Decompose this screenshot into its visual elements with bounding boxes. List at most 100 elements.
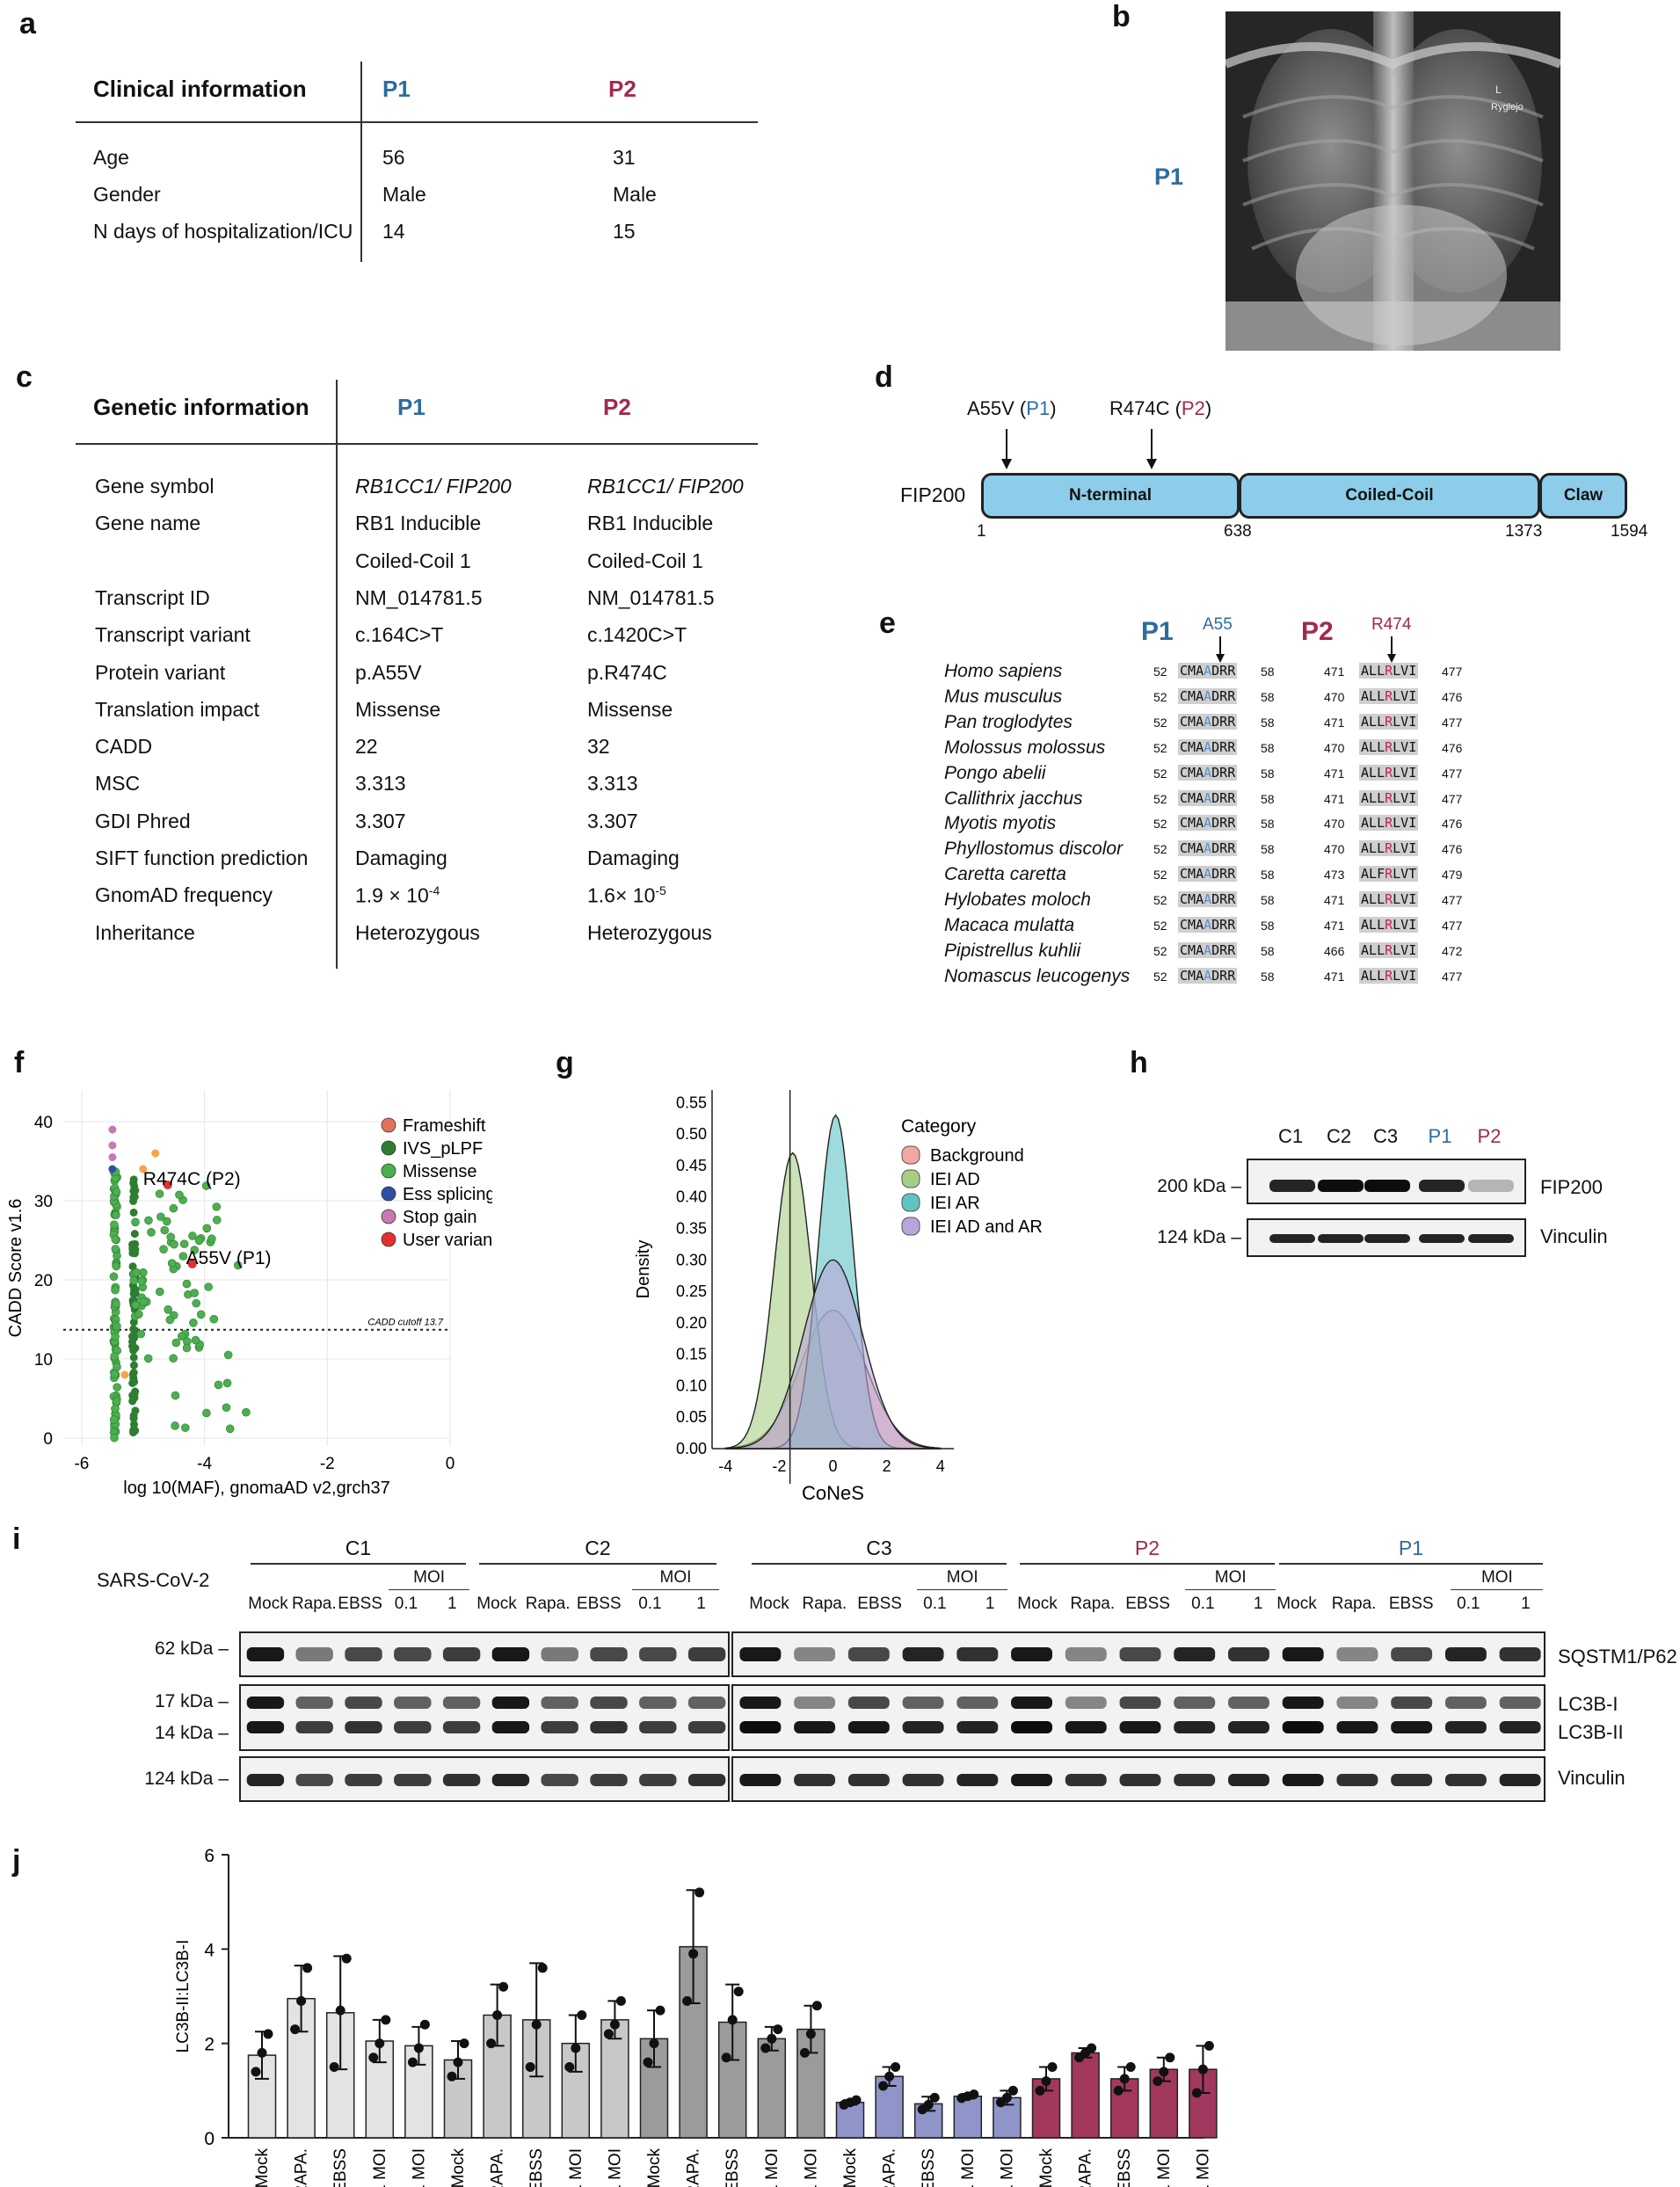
blot-i-lc3b-i-band <box>442 1697 481 1709</box>
genetic-row-p1-value: 22 <box>355 735 378 759</box>
j-data-point <box>649 2038 659 2049</box>
j-data-point <box>923 2099 934 2110</box>
blot-i-moi-underline <box>1185 1589 1276 1590</box>
blot-i-lc3b-i-band <box>246 1697 285 1709</box>
f-point <box>182 1279 192 1289</box>
species-name: Hylobates moloch <box>944 890 1091 911</box>
seq1-residue: R <box>1227 764 1236 781</box>
clinical-divider-h <box>76 121 758 123</box>
blot-i-vinculin-band <box>394 1774 432 1786</box>
seq2-end: 476 <box>1442 740 1463 755</box>
seq1-residue: M <box>1188 687 1196 704</box>
f-y-tick-label: 40 <box>34 1114 53 1132</box>
j-data-point <box>727 2015 738 2025</box>
blot-i-moi-label: MOI <box>659 1568 692 1587</box>
g-y-tick-label: 0.45 <box>676 1157 707 1174</box>
blot-i-moi-label: MOI <box>1480 1568 1513 1587</box>
j-category-label: 0.1 MOI <box>371 2148 389 2187</box>
seq2-residue: L <box>1393 738 1401 755</box>
f-legend-label: Missense <box>403 1162 476 1181</box>
f-legend-label: User variant <box>403 1231 492 1250</box>
j-category-label: EBSS <box>1116 2148 1134 2187</box>
genetic-row-p2-value: 3.307 <box>587 810 638 833</box>
j-data-point <box>688 1949 699 1959</box>
f-point <box>178 1252 188 1261</box>
blot-i-lane-label: Rapa. <box>1331 1595 1377 1613</box>
j-data-point <box>1047 2062 1058 2072</box>
g-legend-label: Background <box>930 1146 1024 1166</box>
blot-i-lc3b-ii-band <box>1174 1721 1216 1733</box>
f-point <box>190 1246 200 1254</box>
seq1-residue: C <box>1180 687 1189 704</box>
j-data-point <box>773 2024 783 2035</box>
g-y-tick-label: 0.40 <box>676 1188 707 1206</box>
alignment-p1-label: P1 <box>1141 617 1174 646</box>
f-point <box>233 1261 243 1270</box>
blot-i-lc3b-ii-band <box>687 1721 726 1733</box>
j-data-point <box>615 1995 626 2006</box>
seq2-residue: L <box>1369 815 1378 832</box>
j-category-label: 1 MOI <box>1194 2148 1212 2187</box>
seq2-residue: L <box>1393 687 1401 704</box>
j-category-label: Mock <box>253 2148 272 2187</box>
blot-i-lc3b-ii-band <box>1011 1721 1052 1733</box>
blot-i-target-vinculin: Vinculin <box>1558 1767 1625 1789</box>
f-point <box>156 1212 165 1222</box>
genetic-row-p2-value: Coiled-Coil 1 <box>587 549 703 573</box>
j-data-point <box>525 2062 535 2072</box>
f-point <box>130 1230 139 1239</box>
blot-i-lane-label: Mock <box>476 1595 517 1613</box>
seq2-end: 476 <box>1442 689 1463 704</box>
seq2-residue: V <box>1400 713 1409 730</box>
seq2-residue: V <box>1400 789 1409 806</box>
seq2-residue: L <box>1369 663 1378 679</box>
clinical-row-p2-value: 15 <box>613 220 636 243</box>
f-point <box>147 1228 156 1237</box>
blot-i-lc3b-i-band <box>639 1697 677 1709</box>
j-data-point <box>381 2015 391 2025</box>
blot-i-group-underline <box>1279 1563 1543 1565</box>
seq1-residue: R <box>1219 663 1228 679</box>
seq1-start: 52 <box>1153 969 1167 984</box>
f-point <box>182 1343 192 1353</box>
cadd-scatter-chart: -6 -4 -2 0 0 10 20 30 40 log 10(MAF), gnomaAD v2,… <box>6 1090 492 1498</box>
seq2-residue: L <box>1377 663 1385 679</box>
seq1-residue: C <box>1180 764 1189 781</box>
genetic-p2-header: P2 <box>603 394 631 420</box>
j-category-label: EBSS <box>527 2148 546 2187</box>
f-point <box>194 1236 204 1246</box>
f-point <box>170 1239 178 1249</box>
blot-h-fip200-band-strip <box>1247 1159 1526 1204</box>
seq1-start: 52 <box>1153 766 1167 781</box>
blot-i-vinculin-band <box>1174 1774 1216 1786</box>
seq1-end: 58 <box>1261 791 1275 806</box>
seq2-residue: L <box>1377 687 1385 704</box>
seq1-residue: A <box>1204 815 1212 832</box>
j-data-point <box>419 2019 430 2030</box>
blot-i-lc3b-ii-band <box>442 1721 481 1733</box>
j-category-label: 1 MOI <box>410 2148 428 2187</box>
seq2-residue: A <box>1361 891 1370 908</box>
j-data-point <box>603 2029 614 2039</box>
j-data-point <box>799 2047 810 2058</box>
seq1-residue: A <box>1196 941 1204 958</box>
g-legend-swatch <box>901 1193 920 1212</box>
seq2-motif: ALLRLVI <box>1359 941 1419 958</box>
j-data-point <box>486 2038 497 2049</box>
seq1-residue: C <box>1180 713 1189 730</box>
blot-i-lc3b-i-band <box>1444 1697 1487 1709</box>
seq1-residue: M <box>1188 738 1196 755</box>
seq1-residue: A <box>1196 967 1204 984</box>
f-point <box>112 1261 121 1271</box>
f-point <box>129 1275 139 1285</box>
blot-i-p62-strip-right <box>731 1631 1545 1677</box>
genetic-row-p2-value: Missense <box>587 698 673 722</box>
seq2-residue: L <box>1377 941 1385 958</box>
j-category-label: Mock <box>449 2148 468 2187</box>
blot-i-vinculin-band <box>902 1774 944 1786</box>
seq1-residue: D <box>1211 967 1220 984</box>
seq2-motif: ALLRLVI <box>1359 764 1419 781</box>
blot-i-lc3b-i-band <box>1119 1697 1161 1709</box>
seq2-residue: R <box>1385 738 1393 755</box>
blot-i-lc3b-i-band <box>794 1697 836 1709</box>
